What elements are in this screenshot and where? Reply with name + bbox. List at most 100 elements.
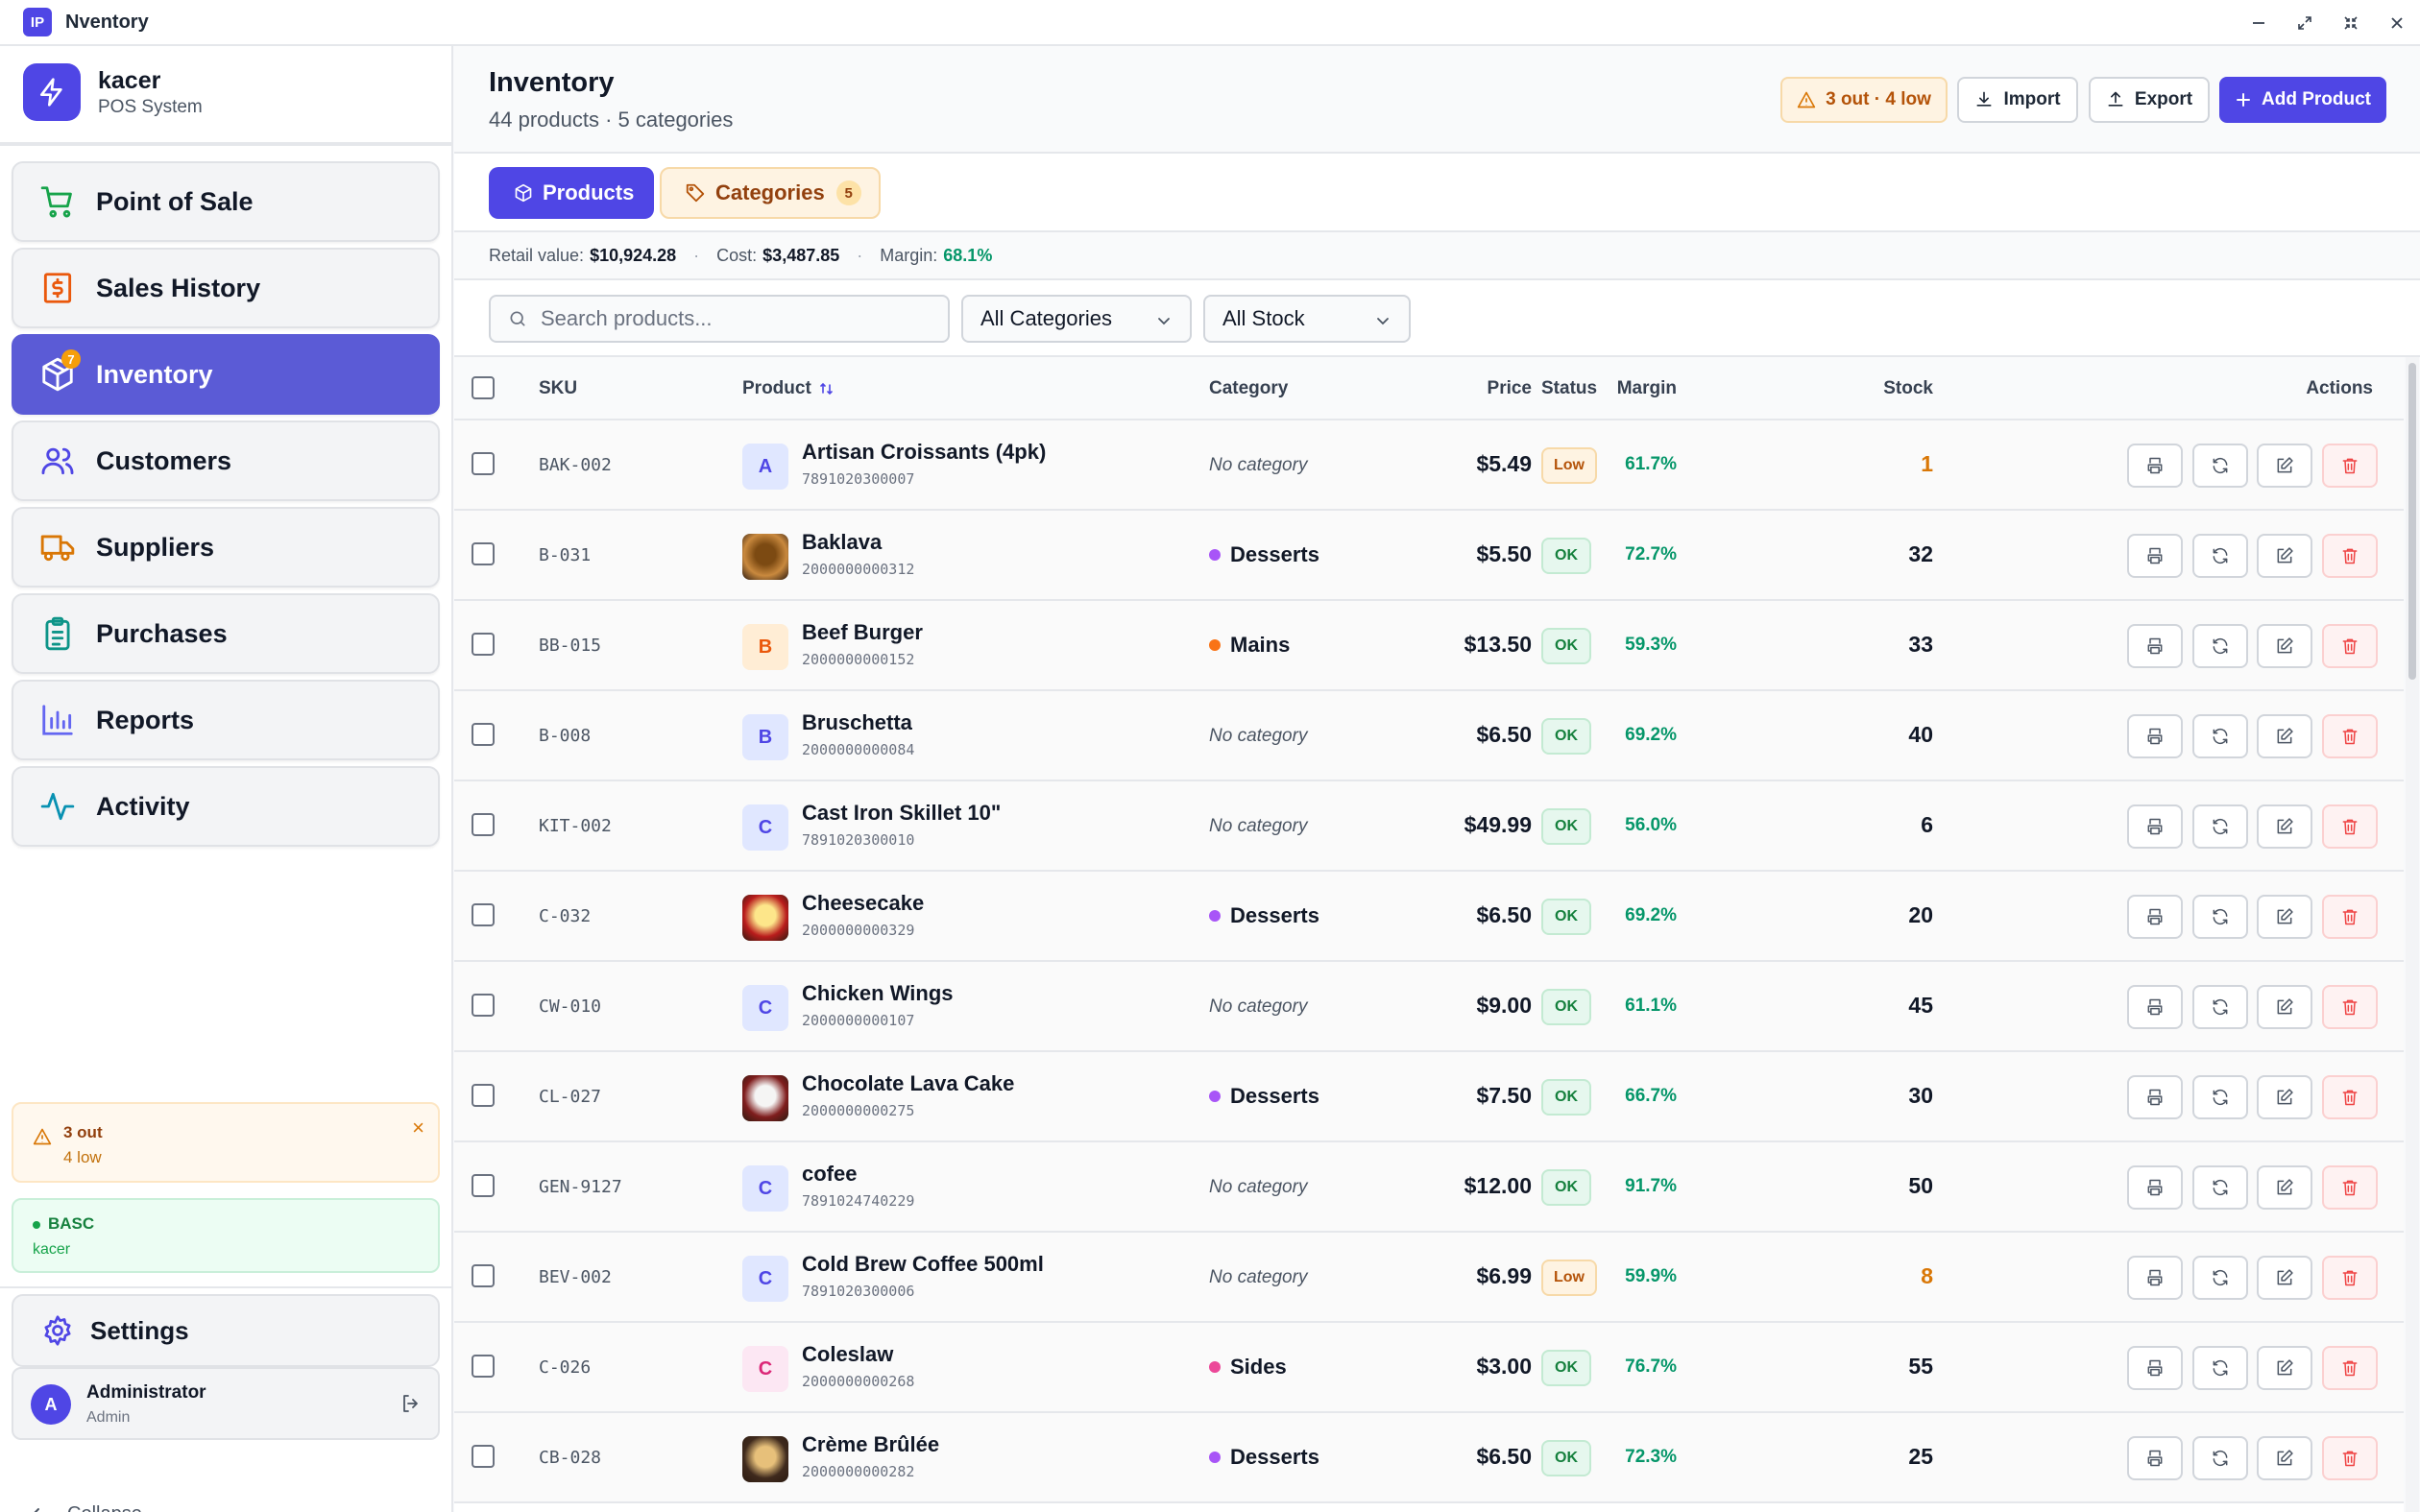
category-filter-select[interactable]: All Categories <box>961 295 1192 343</box>
table-row[interactable]: C-032 Cheesecake 2000000000329 Desserts $6.5… <box>454 872 2404 962</box>
restock-button[interactable] <box>2192 444 2248 488</box>
column-sku[interactable]: SKU <box>539 378 578 398</box>
restock-button[interactable] <box>2192 1346 2248 1390</box>
stock-filter-select[interactable]: All Stock <box>1203 295 1411 343</box>
table-row[interactable]: CB-028 Crème Brûlée 2000000000282 Desserts $… <box>454 1413 2404 1503</box>
edit-product-button[interactable] <box>2257 895 2312 939</box>
delete-product-button[interactable] <box>2322 714 2378 758</box>
table-row[interactable]: CW-010 C Chicken Wings 2000000000107 No cate… <box>454 962 2404 1052</box>
delete-product-button[interactable] <box>2322 804 2378 849</box>
print-label-button[interactable] <box>2127 985 2183 1029</box>
collapse-button[interactable]: Collapse <box>27 1503 142 1512</box>
nav-activity[interactable]: Activity <box>12 766 440 847</box>
delete-product-button[interactable] <box>2322 985 2378 1029</box>
restock-button[interactable] <box>2192 1256 2248 1300</box>
delete-product-button[interactable] <box>2322 534 2378 578</box>
row-checkbox[interactable] <box>472 1355 495 1378</box>
tab-products[interactable]: Products <box>489 167 654 219</box>
stock-alert-button[interactable]: 3 out · 4 low <box>1780 77 1948 123</box>
minimize-icon[interactable] <box>2243 8 2274 38</box>
select-all-checkbox[interactable] <box>472 376 495 399</box>
product-name[interactable]: Bruschetta <box>802 710 912 734</box>
nav-point-of-sale[interactable]: Point of Sale <box>12 161 440 242</box>
product-name[interactable]: Beef Burger <box>802 620 923 644</box>
print-label-button[interactable] <box>2127 444 2183 488</box>
restock-button[interactable] <box>2192 1436 2248 1480</box>
table-row[interactable]: B-031 Baklava 2000000000312 Desserts $5.50 72… <box>454 511 2404 601</box>
column-category[interactable]: Category <box>1209 378 1289 398</box>
row-checkbox[interactable] <box>472 813 495 836</box>
row-checkbox[interactable] <box>472 1174 495 1197</box>
table-row[interactable]: BB-015 B Beef Burger 2000000000152 Mains $13.… <box>454 601 2404 691</box>
print-label-button[interactable] <box>2127 804 2183 849</box>
restock-button[interactable] <box>2192 714 2248 758</box>
logout-icon[interactable] <box>399 1392 423 1415</box>
product-name[interactable]: Cold Brew Coffee 500ml <box>802 1252 1044 1276</box>
product-name[interactable]: cofee <box>802 1162 858 1186</box>
product-name[interactable]: Crème Brûlée <box>802 1432 940 1456</box>
nav-customers[interactable]: Customers <box>12 420 440 501</box>
search-box[interactable] <box>489 295 950 343</box>
table-row[interactable]: BEV-002 C Cold Brew Coffee 500ml 7891020300… <box>454 1233 2404 1323</box>
delete-product-button[interactable] <box>2322 444 2378 488</box>
edit-product-button[interactable] <box>2257 624 2312 668</box>
column-stock[interactable]: Stock <box>1883 378 1933 398</box>
row-checkbox[interactable] <box>472 1445 495 1468</box>
restock-button[interactable] <box>2192 624 2248 668</box>
row-checkbox[interactable] <box>472 1264 495 1287</box>
column-status[interactable]: Status <box>1541 378 1598 398</box>
print-label-button[interactable] <box>2127 1075 2183 1119</box>
nav-purchases[interactable]: Purchases <box>12 593 440 674</box>
fullscreen-icon[interactable] <box>2335 8 2366 38</box>
delete-product-button[interactable] <box>2322 1075 2378 1119</box>
print-label-button[interactable] <box>2127 1436 2183 1480</box>
edit-product-button[interactable] <box>2257 1075 2312 1119</box>
column-price[interactable]: Price <box>1487 378 1532 398</box>
maximize-icon[interactable] <box>2289 8 2320 38</box>
delete-product-button[interactable] <box>2322 1436 2378 1480</box>
row-checkbox[interactable] <box>472 1084 495 1107</box>
column-product[interactable]: Product <box>742 378 835 399</box>
column-margin[interactable]: Margin <box>1616 378 1677 398</box>
edit-product-button[interactable] <box>2257 985 2312 1029</box>
table-row[interactable]: BAK-002 A Artisan Croissants (4pk) 78910203… <box>454 420 2404 511</box>
add-product-button[interactable]: Add Product <box>2219 77 2386 123</box>
delete-product-button[interactable] <box>2322 1256 2378 1300</box>
print-label-button[interactable] <box>2127 714 2183 758</box>
edit-product-button[interactable] <box>2257 1256 2312 1300</box>
nav-settings[interactable]: Settings <box>12 1294 440 1367</box>
restock-button[interactable] <box>2192 534 2248 578</box>
stock-alert-card[interactable]: 3 out 4 low × <box>12 1102 440 1183</box>
product-name[interactable]: Cheesecake <box>802 891 925 915</box>
close-icon[interactable] <box>2382 8 2412 38</box>
table-row[interactable]: KIT-002 C Cast Iron Skillet 10" 78910203000… <box>454 781 2404 872</box>
edit-product-button[interactable] <box>2257 1165 2312 1210</box>
restock-button[interactable] <box>2192 1165 2248 1210</box>
nav-suppliers[interactable]: Suppliers <box>12 507 440 588</box>
product-name[interactable]: Cast Iron Skillet 10" <box>802 801 1002 825</box>
delete-product-button[interactable] <box>2322 1165 2378 1210</box>
table-row[interactable]: B-008 B Bruschetta 2000000000084 No category… <box>454 691 2404 781</box>
print-label-button[interactable] <box>2127 534 2183 578</box>
edit-product-button[interactable] <box>2257 534 2312 578</box>
row-checkbox[interactable] <box>472 903 495 926</box>
import-button[interactable]: Import <box>1957 77 2078 123</box>
edit-product-button[interactable] <box>2257 444 2312 488</box>
table-scrollbar[interactable] <box>2406 357 2419 1512</box>
row-checkbox[interactable] <box>472 452 495 475</box>
delete-product-button[interactable] <box>2322 624 2378 668</box>
row-checkbox[interactable] <box>472 542 495 565</box>
restock-button[interactable] <box>2192 895 2248 939</box>
edit-product-button[interactable] <box>2257 804 2312 849</box>
print-label-button[interactable] <box>2127 1256 2183 1300</box>
row-checkbox[interactable] <box>472 994 495 1017</box>
export-button[interactable]: Export <box>2089 77 2210 123</box>
delete-product-button[interactable] <box>2322 895 2378 939</box>
product-name[interactable]: Baklava <box>802 530 883 554</box>
product-name[interactable]: Chocolate Lava Cake <box>802 1071 1015 1095</box>
restock-button[interactable] <box>2192 1075 2248 1119</box>
print-label-button[interactable] <box>2127 1165 2183 1210</box>
scrollbar-thumb[interactable] <box>2408 363 2416 680</box>
row-checkbox[interactable] <box>472 723 495 746</box>
